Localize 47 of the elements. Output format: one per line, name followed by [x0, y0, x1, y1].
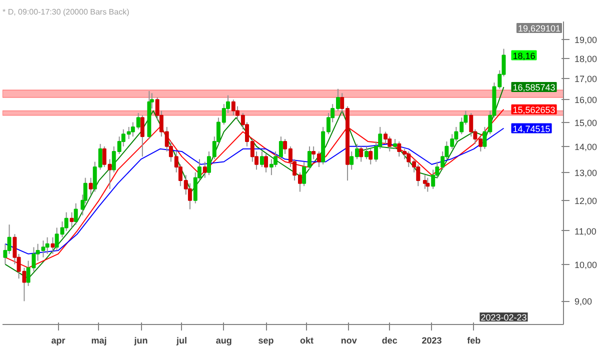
annotation: 14,74515 — [512, 124, 550, 134]
y-tick-label: 18,00 — [574, 54, 598, 64]
annotation: 16,585743 — [512, 82, 556, 93]
x-tick-label: maj — [91, 336, 107, 346]
y-tick-label: 16,00 — [574, 95, 598, 106]
candlestick — [140, 114, 144, 158]
y-tick-label: 15,00 — [574, 118, 598, 128]
candlestick — [50, 236, 55, 254]
y-tick-label: 9,00 — [574, 296, 592, 307]
annotation: 18,16 — [512, 50, 536, 61]
candlestick — [359, 146, 364, 162]
candlestick — [202, 161, 207, 178]
candlestick — [264, 154, 268, 173]
candlestick — [260, 150, 264, 168]
candlestick — [422, 174, 427, 190]
y-tick-label: 11,00 — [574, 226, 596, 236]
y-tick-label: 12,00 — [574, 196, 598, 206]
candlestick — [231, 99, 236, 116]
y-tick-label: 17,00 — [574, 74, 598, 84]
x-tick-label: okt — [300, 336, 314, 346]
x-tick-label: jun — [133, 336, 148, 346]
y-tick-label: 13,00 — [574, 168, 598, 178]
x-tick-label: 2023 — [422, 336, 442, 346]
x-tick-label: aug — [216, 336, 232, 346]
y-tick-label: 19,00 — [574, 34, 598, 45]
x-tick-label: jul — [176, 336, 188, 346]
chart-title: * D, 09:00-17:30 (20000 Bars Back) — [2, 8, 130, 16]
x-tick-label: apr — [51, 336, 66, 346]
line-series — [4, 128, 504, 254]
y-tick-label: 10,00 — [574, 260, 598, 270]
candlestick — [45, 236, 50, 254]
annotation: 19,629101 — [518, 24, 561, 34]
annotation: 2023-02-23 — [480, 312, 527, 322]
candlestick — [70, 212, 74, 228]
candlestick — [426, 177, 430, 192]
annotation: 15,562653 — [512, 104, 556, 115]
x-tick-label: dec — [382, 336, 398, 346]
candlestick — [74, 202, 78, 226]
candlestick — [7, 224, 12, 254]
candlestick — [393, 138, 398, 150]
y-tick-label: 14,00 — [574, 142, 598, 152]
x-tick-label: feb — [467, 336, 482, 346]
x-tick-label: sep — [258, 336, 274, 346]
candlestick — [88, 177, 93, 196]
candlestick — [368, 148, 373, 165]
candlestick — [364, 146, 369, 160]
x-tick-label: nov — [340, 336, 357, 346]
